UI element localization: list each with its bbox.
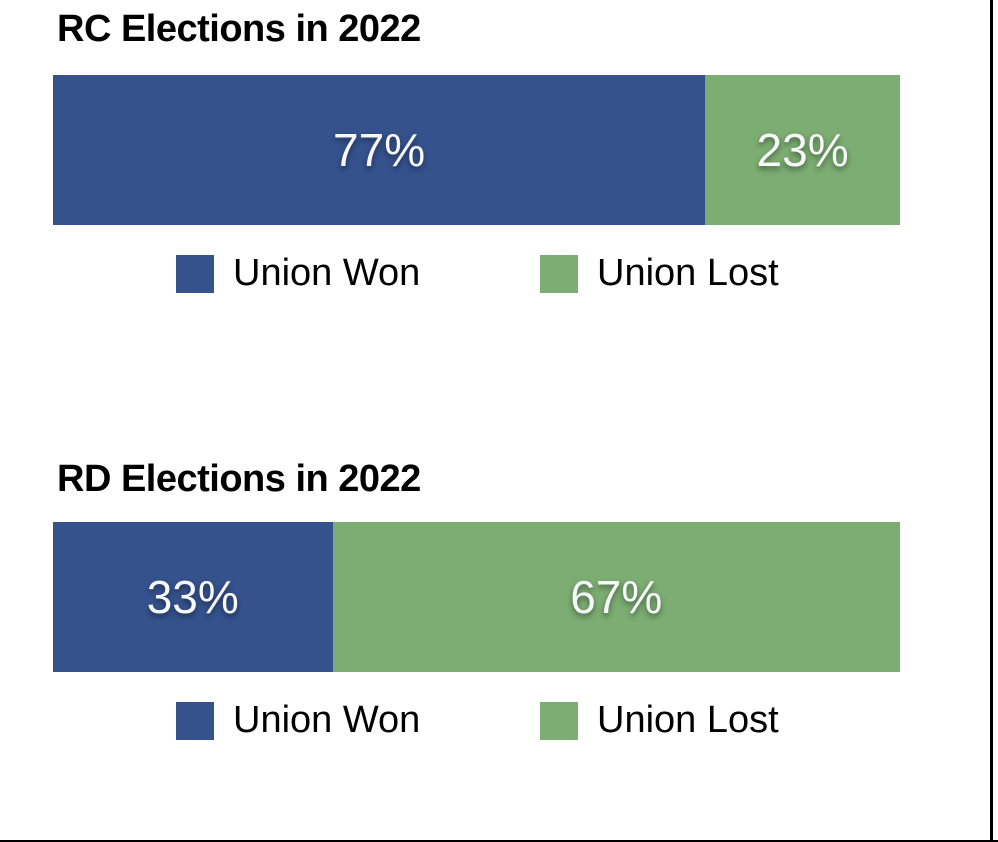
segment-value-label: 23%: [756, 124, 849, 176]
legend-rc: Union Won Union Lost: [0, 252, 998, 295]
legend-item-union-lost: Union Lost: [540, 699, 779, 742]
segment-value-label: 33%: [146, 571, 239, 623]
bar-segment-union-lost: 23%: [705, 75, 900, 225]
legend-item-union-won: Union Won: [176, 252, 420, 295]
chart-title-rc: RC Elections in 2022: [57, 8, 421, 50]
stacked-bar-rc: 77% 23%: [53, 75, 900, 225]
legend-item-label: Union Lost: [597, 252, 779, 294]
legend-item-union-won: Union Won: [176, 699, 420, 742]
union-won-swatch-icon: [176, 254, 214, 293]
slide-bottom-edge-line: [0, 840, 998, 842]
slide-right-edge-line: [990, 0, 993, 842]
segment-value-label: 67%: [570, 571, 663, 623]
bar-segment-union-lost: 67%: [332, 522, 900, 672]
legend-item-union-lost: Union Lost: [540, 252, 779, 295]
stacked-bar-rd: 33% 67%: [53, 522, 900, 672]
union-won-swatch-icon: [176, 701, 214, 740]
union-lost-swatch-icon: [540, 254, 578, 293]
legend-item-label: Union Won: [233, 252, 421, 294]
legend-item-label: Union Lost: [597, 699, 779, 741]
chart-title-rd: RD Elections in 2022: [57, 458, 421, 500]
bar-segment-union-won: 33%: [53, 522, 333, 672]
segment-value-label: 77%: [333, 124, 426, 176]
legend-rd: Union Won Union Lost: [0, 699, 998, 742]
legend-item-label: Union Won: [233, 699, 421, 741]
union-lost-swatch-icon: [540, 701, 578, 740]
bar-segment-union-won: 77%: [53, 75, 706, 225]
